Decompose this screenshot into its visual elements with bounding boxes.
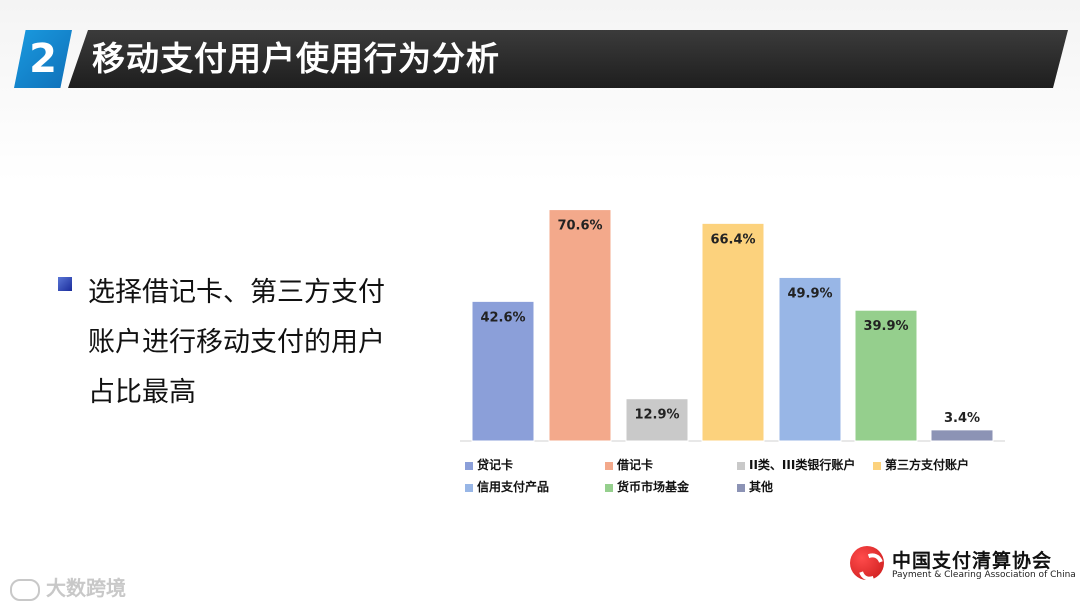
bar-6 — [854, 309, 918, 442]
legend-swatch — [605, 483, 613, 492]
logo-chinese-name: 中国支付清算协会 — [892, 550, 1053, 572]
legend-item: II类、III类银行账户 — [737, 456, 855, 473]
bar-3 — [625, 398, 689, 442]
legend-label: 其他 — [749, 480, 774, 494]
bar-chart: 42.6% 70.6% 12.9% 66.4% 49.9% 39.9% 3.4% — [460, 209, 1005, 442]
legend-swatch — [873, 461, 881, 470]
legend-label: 货币市场基金 — [617, 480, 690, 494]
section-number: 2 — [29, 36, 57, 82]
logo-english-name: Payment & Clearing Association of China — [892, 570, 1076, 580]
legend-item: 第三方支付账户 — [873, 456, 969, 473]
bullet-line-2: 账户进行移动支付的用户 — [88, 327, 385, 358]
legend-swatch — [605, 461, 613, 470]
watermark-text: 大数跨境 — [46, 576, 126, 600]
legend-swatch — [737, 483, 745, 492]
bar-4 — [701, 222, 765, 442]
watermark: 大数跨境 — [10, 572, 126, 601]
data-label-7: 3.4% — [944, 411, 980, 426]
title-bar — [68, 30, 1068, 88]
bullet-icon — [58, 277, 72, 291]
legend-label: 第三方支付账户 — [885, 458, 970, 472]
bar-2 — [548, 209, 612, 442]
data-label-5: 49.9% — [787, 286, 832, 301]
legend-item: 其他 — [737, 478, 773, 495]
slide-title: 移动支付用户使用行为分析 — [92, 39, 500, 78]
legend-swatch — [465, 483, 473, 492]
data-label-3: 12.9% — [634, 408, 679, 423]
bar-5 — [778, 276, 842, 442]
data-label-2: 70.6% — [557, 219, 602, 234]
legend-label: II类、III类银行账户 — [749, 458, 856, 472]
legend-item: 借记卡 — [605, 456, 653, 473]
legend-swatch — [465, 461, 473, 470]
legend-label: 信用支付产品 — [477, 480, 550, 494]
legend-item: 信用支付产品 — [465, 478, 549, 495]
legend-label: 借记卡 — [617, 458, 654, 472]
association-logo-icon — [850, 546, 884, 580]
data-label-4: 66.4% — [710, 232, 755, 247]
bullet-line-1: 选择借记卡、第三方支付 — [88, 277, 385, 308]
watermark-icon — [10, 578, 40, 601]
legend-label: 贷记卡 — [477, 458, 514, 472]
bullet-line-3: 占比最高 — [88, 377, 196, 408]
legend-item: 贷记卡 — [465, 456, 513, 473]
data-label-6: 39.9% — [863, 319, 908, 334]
bar-7 — [930, 429, 994, 442]
legend-item: 货币市场基金 — [605, 478, 689, 495]
data-label-1: 42.6% — [480, 310, 525, 325]
chart-legend: 贷记卡 借记卡 II类、III类银行账户 第三方支付账户信用支付产品 货币市场基金 其他 — [465, 456, 1025, 500]
bar-1 — [471, 300, 535, 442]
legend-swatch — [737, 461, 745, 470]
